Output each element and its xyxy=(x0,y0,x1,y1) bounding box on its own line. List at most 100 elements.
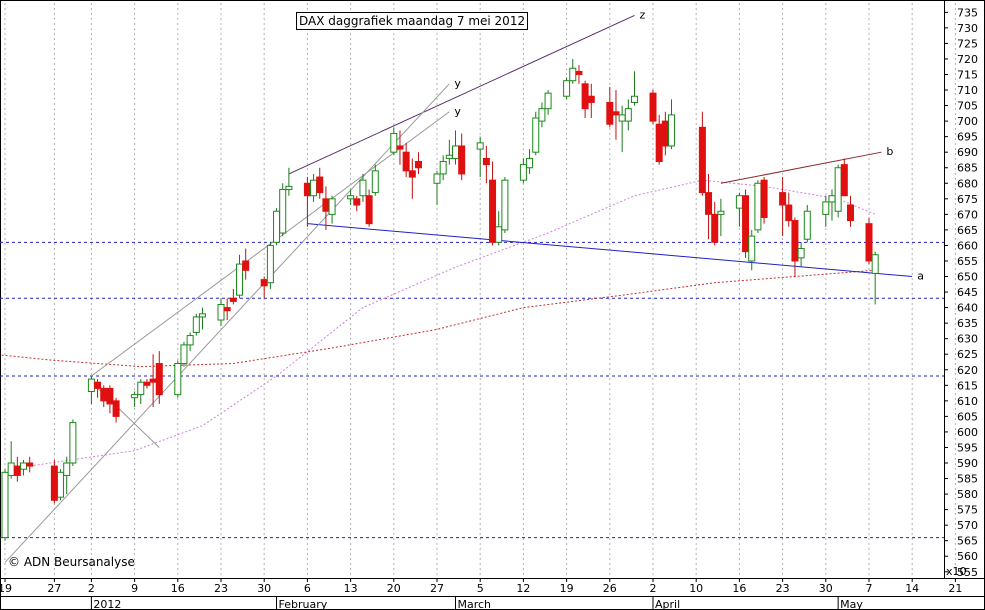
price-tick-label: 710 xyxy=(957,84,978,97)
price-tick-label: 585 xyxy=(957,473,978,486)
candle-body-up xyxy=(803,210,811,240)
price-tick-label: 560 xyxy=(957,550,978,563)
price-tick-label: 715 xyxy=(957,68,978,81)
candle-body-down xyxy=(661,120,669,147)
price-tick-label: 675 xyxy=(957,193,978,206)
time-tick-label: 30 xyxy=(257,582,271,595)
candle-body-up xyxy=(328,198,336,215)
candle-body-down xyxy=(742,195,750,253)
candle-body-up xyxy=(137,381,145,396)
price-tick-label: 725 xyxy=(957,37,978,50)
candle-body-up xyxy=(69,422,77,464)
trendline-label: y xyxy=(454,105,461,118)
candle-body-down xyxy=(612,111,620,116)
candle-body-down xyxy=(458,145,466,175)
time-tick-label: 23 xyxy=(214,582,228,595)
candle-body-up xyxy=(131,394,139,399)
trendline-label: a xyxy=(917,270,924,283)
candle-body-up xyxy=(834,167,842,212)
price-tick-label: 625 xyxy=(957,348,978,361)
candle-body-up xyxy=(285,185,293,190)
candle-body-up xyxy=(476,142,484,150)
candle-body-up xyxy=(63,462,71,476)
candle-body-down xyxy=(223,307,231,312)
candle-body-down xyxy=(785,204,793,222)
moving-average-line xyxy=(29,179,876,467)
price-tick-label: 610 xyxy=(957,395,978,408)
candle-body-up xyxy=(174,363,182,396)
candle-body-down xyxy=(260,279,268,287)
price-tick-label: 615 xyxy=(957,379,978,392)
moving-average-line xyxy=(0,269,876,368)
candle-body-up xyxy=(754,182,762,231)
candle-body-down xyxy=(242,260,250,271)
price-tick-label: 655 xyxy=(957,255,978,268)
price-tick-label: 600 xyxy=(957,426,978,439)
price-tick-label: 660 xyxy=(957,239,978,252)
candle-body-up xyxy=(748,235,756,262)
candle-body-down xyxy=(408,170,416,178)
candle-body-up xyxy=(495,226,503,243)
time-tick-label: 27 xyxy=(47,582,61,595)
candle-body-down xyxy=(94,381,102,389)
candle-body-up xyxy=(390,133,398,153)
candle-body-down xyxy=(322,198,330,212)
month-label: April xyxy=(655,598,680,610)
chart-title: DAX daggrafiek maandag 7 mei 2012 xyxy=(296,12,529,30)
candle-body-up xyxy=(445,154,453,159)
candle-body-up xyxy=(347,195,355,200)
candle-body-up xyxy=(569,67,577,82)
candle-body-down xyxy=(655,123,663,163)
candle-body-down xyxy=(13,465,21,476)
trendline xyxy=(720,151,882,184)
candle-body-up xyxy=(532,117,540,153)
time-tick-label: 10 xyxy=(689,582,703,595)
candle-body-down xyxy=(365,195,373,225)
price-tick-label: 720 xyxy=(957,53,978,66)
month-label: May xyxy=(840,598,863,610)
candle-body-up xyxy=(501,179,509,231)
candle-body-down xyxy=(396,145,404,150)
candle-body-up xyxy=(563,80,571,97)
price-tick-label: 735 xyxy=(957,6,978,19)
price-tick-label: 555 xyxy=(957,566,978,579)
candle-body-down xyxy=(106,387,114,405)
price-tick-label: 705 xyxy=(957,100,978,113)
candle-body-up xyxy=(1,471,9,539)
candle-body-down xyxy=(791,220,799,262)
trendline xyxy=(4,83,450,563)
month-label: March xyxy=(458,598,492,610)
time-tick-label: 27 xyxy=(430,582,444,595)
candle-body-down xyxy=(149,378,157,383)
candle-body-up xyxy=(87,378,95,393)
time-tick-label: 16 xyxy=(732,582,746,595)
candle-body-up xyxy=(7,462,15,476)
time-tick-label: 14 xyxy=(905,582,919,595)
candle-body-down xyxy=(846,204,854,222)
time-tick-label: 2 xyxy=(650,582,657,595)
candle-body-down xyxy=(705,192,713,215)
time-tick-label: 2 xyxy=(88,582,95,595)
price-tick-label: 690 xyxy=(957,146,978,159)
price-tick-label: 630 xyxy=(957,333,978,346)
candle-body-up xyxy=(668,114,676,147)
price-tick-label: 595 xyxy=(957,441,978,454)
candle-body-down xyxy=(229,297,237,302)
price-tick-label: 730 xyxy=(957,22,978,35)
candle-body-up xyxy=(180,344,188,365)
candle-body-down xyxy=(316,176,324,194)
price-tick-label: 700 xyxy=(957,115,978,128)
trendline-label: z xyxy=(639,8,645,21)
copyright-label: © ADN Beursanalyse xyxy=(8,555,135,569)
candle-body-down xyxy=(489,179,497,243)
candle-body-up xyxy=(57,471,65,498)
price-tick-label: 640 xyxy=(957,302,978,315)
price-tick-label: 580 xyxy=(957,488,978,501)
candle-body-down xyxy=(575,70,583,75)
candle-body-up xyxy=(452,145,460,159)
price-tick-label: 605 xyxy=(957,410,978,423)
trendline xyxy=(288,14,635,175)
trendline-label: y xyxy=(454,77,461,90)
candle-body-up xyxy=(359,179,367,197)
candle-body-up xyxy=(439,161,447,175)
